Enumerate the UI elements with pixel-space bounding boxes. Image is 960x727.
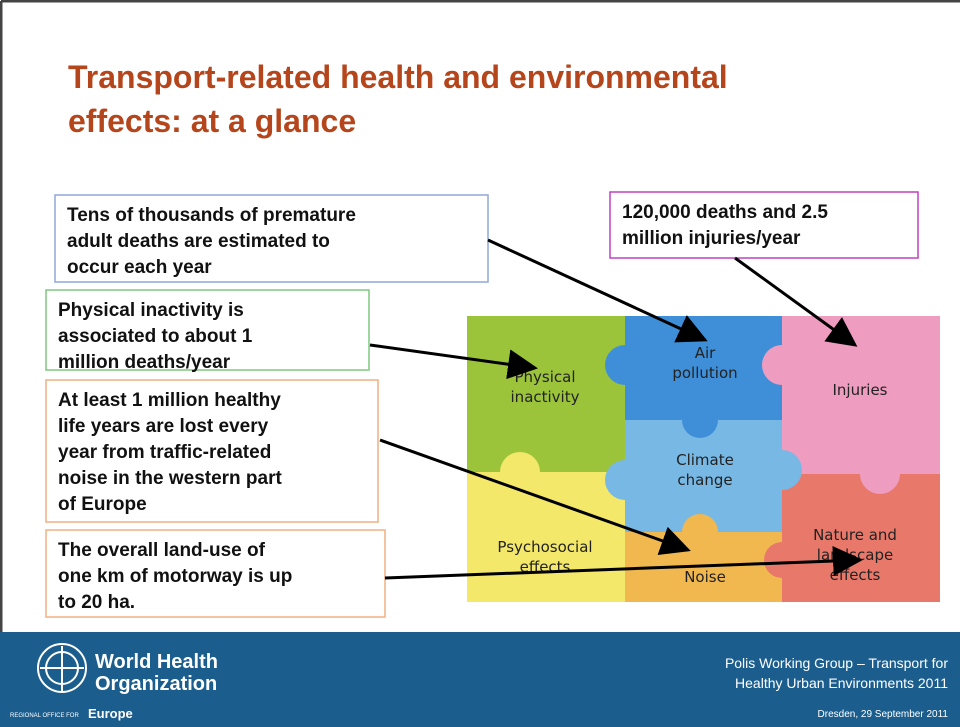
- date: Dresden, 29 September 2011: [818, 709, 949, 720]
- piece-label: Nature and: [813, 526, 897, 544]
- piece-label: pollution: [672, 364, 737, 382]
- callout-line: of Europe: [58, 494, 147, 515]
- piece-label: Noise: [684, 568, 726, 586]
- callout-line: adult deaths are estimated to: [67, 231, 330, 252]
- callout-line: The overall land-use of: [58, 540, 266, 561]
- callout-line: one km of motorway is up: [58, 566, 292, 587]
- callout-line: noise in the western part: [58, 468, 282, 489]
- piece-label: change: [677, 471, 732, 489]
- callout-line: life years are lost every: [58, 416, 269, 437]
- callout-line: 120,000 deaths and 2.5: [622, 202, 828, 223]
- office-prefix: REGIONAL OFFICE FOR: [10, 713, 79, 719]
- callout-line: to 20 ha.: [58, 592, 135, 613]
- piece-label: Climate: [676, 451, 734, 469]
- piece-label: Psychosocial: [497, 538, 592, 556]
- org-name: World Health: [95, 651, 218, 673]
- piece-label: Injuries: [833, 381, 888, 399]
- title-line: Transport-related health and environment…: [68, 59, 728, 95]
- callout-line: Physical inactivity is: [58, 300, 244, 321]
- callout-line: Tens of thousands of premature: [67, 205, 356, 226]
- piece-label: Physical: [514, 368, 575, 386]
- title-line: effects: at a glance: [68, 103, 356, 139]
- slide: Transport-related health and environment…: [0, 0, 960, 727]
- office: Europe: [88, 706, 133, 721]
- callout-line: occur each year: [67, 257, 212, 278]
- piece-label: Air: [695, 344, 716, 362]
- event: Healthy Urban Environments 2011: [735, 675, 948, 691]
- callout-line: million injuries/year: [622, 228, 801, 249]
- callout-line: At least 1 million healthy: [58, 390, 281, 411]
- callout-line: associated to about 1: [58, 326, 253, 347]
- event: Polis Working Group – Transport for: [725, 655, 948, 671]
- callout-line: million deaths/year: [58, 352, 231, 373]
- org-name: Organization: [95, 673, 217, 695]
- piece-label: inactivity: [511, 388, 580, 406]
- who-logo: [38, 644, 86, 692]
- piece-label: effects: [830, 566, 881, 584]
- callout-line: year from traffic-related: [58, 442, 271, 463]
